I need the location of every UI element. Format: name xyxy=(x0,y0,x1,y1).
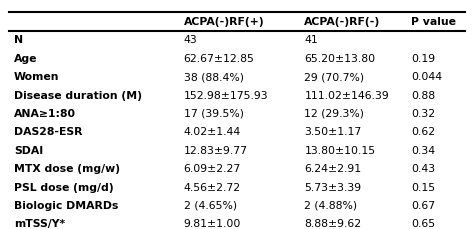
Text: MTX dose (mg/w): MTX dose (mg/w) xyxy=(14,164,120,174)
Text: 41: 41 xyxy=(304,35,318,45)
Text: 29 (70.7%): 29 (70.7%) xyxy=(304,72,365,82)
Text: 65.20±13.80: 65.20±13.80 xyxy=(304,54,375,64)
Text: 0.32: 0.32 xyxy=(411,109,435,119)
Text: 0.19: 0.19 xyxy=(411,54,435,64)
Text: ACPA(-)RF(-): ACPA(-)RF(-) xyxy=(304,17,381,27)
Text: 152.98±175.93: 152.98±175.93 xyxy=(183,90,268,101)
Text: mTSS/Y*: mTSS/Y* xyxy=(14,219,65,229)
Text: N: N xyxy=(14,35,23,45)
Text: 6.24±2.91: 6.24±2.91 xyxy=(304,164,362,174)
Text: Women: Women xyxy=(14,72,60,82)
Text: ANA≥1:80: ANA≥1:80 xyxy=(14,109,76,119)
Text: 8.88±9.62: 8.88±9.62 xyxy=(304,219,362,229)
Text: 3.50±1.17: 3.50±1.17 xyxy=(304,127,362,137)
Text: 0.43: 0.43 xyxy=(411,164,435,174)
Text: 17 (39.5%): 17 (39.5%) xyxy=(183,109,244,119)
Text: P value: P value xyxy=(411,17,456,27)
Text: 9.81±1.00: 9.81±1.00 xyxy=(183,219,241,229)
Text: DAS28-ESR: DAS28-ESR xyxy=(14,127,82,137)
Text: 0.88: 0.88 xyxy=(411,90,435,101)
Text: 5.73±3.39: 5.73±3.39 xyxy=(304,183,362,193)
Text: 0.044: 0.044 xyxy=(411,72,442,82)
Text: 6.09±2.27: 6.09±2.27 xyxy=(183,164,241,174)
Text: 0.67: 0.67 xyxy=(411,201,435,211)
Text: 12 (29.3%): 12 (29.3%) xyxy=(304,109,365,119)
Text: Biologic DMARDs: Biologic DMARDs xyxy=(14,201,118,211)
Text: 4.56±2.72: 4.56±2.72 xyxy=(183,183,241,193)
Text: 111.02±146.39: 111.02±146.39 xyxy=(304,90,389,101)
Text: 12.83±9.77: 12.83±9.77 xyxy=(183,146,247,156)
Text: 0.65: 0.65 xyxy=(411,219,435,229)
Text: 0.34: 0.34 xyxy=(411,146,435,156)
Text: 0.15: 0.15 xyxy=(411,183,435,193)
Text: 38 (88.4%): 38 (88.4%) xyxy=(183,72,244,82)
Text: ACPA(-)RF(+): ACPA(-)RF(+) xyxy=(183,17,264,27)
Text: 0.62: 0.62 xyxy=(411,127,435,137)
Text: Age: Age xyxy=(14,54,37,64)
Text: PSL dose (mg/d): PSL dose (mg/d) xyxy=(14,183,114,193)
Text: Disease duration (M): Disease duration (M) xyxy=(14,90,142,101)
Text: 2 (4.88%): 2 (4.88%) xyxy=(304,201,357,211)
Text: 13.80±10.15: 13.80±10.15 xyxy=(304,146,375,156)
Text: 4.02±1.44: 4.02±1.44 xyxy=(183,127,241,137)
Text: 43: 43 xyxy=(183,35,197,45)
Text: SDAI: SDAI xyxy=(14,146,43,156)
Text: 2 (4.65%): 2 (4.65%) xyxy=(183,201,237,211)
Text: 62.67±12.85: 62.67±12.85 xyxy=(183,54,255,64)
